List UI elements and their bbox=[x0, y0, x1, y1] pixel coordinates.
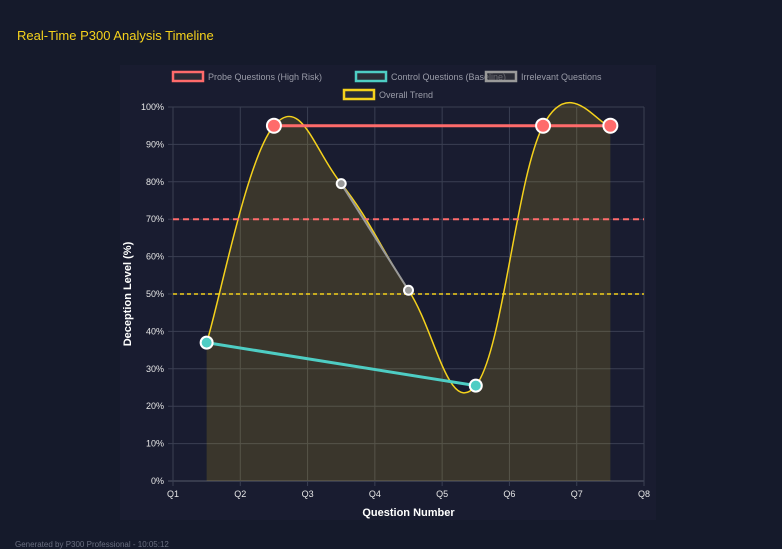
legend-swatch bbox=[354, 70, 388, 83]
y-tick-label: 100% bbox=[141, 102, 164, 112]
x-tick-label: Q4 bbox=[369, 489, 381, 499]
data-point bbox=[535, 117, 552, 134]
legend-label: Overall Trend bbox=[379, 90, 433, 100]
y-tick-label: 60% bbox=[146, 252, 164, 262]
data-point bbox=[468, 378, 483, 393]
legend-label: Irrelevant Questions bbox=[521, 72, 602, 82]
trend-line bbox=[205, 101, 611, 394]
legend-label: Probe Questions (High Risk) bbox=[208, 72, 322, 82]
legend-label: Control Questions (Baseline) bbox=[391, 72, 506, 82]
y-tick-label: 90% bbox=[146, 139, 164, 149]
y-tick-label: 10% bbox=[146, 439, 164, 449]
footer: Generated by P300 Professional - 10:05:1… bbox=[15, 540, 169, 549]
x-tick-label: Q2 bbox=[234, 489, 246, 499]
y-tick-label: 0% bbox=[151, 476, 164, 486]
data-point bbox=[602, 117, 619, 134]
y-tick-label: 40% bbox=[146, 326, 164, 336]
data-point bbox=[199, 335, 214, 350]
y-tick-label: 20% bbox=[146, 401, 164, 411]
x-tick-label: Q5 bbox=[436, 489, 448, 499]
y-tick-label: 70% bbox=[146, 214, 164, 224]
data-point bbox=[265, 117, 282, 134]
y-tick-label: 50% bbox=[146, 289, 164, 299]
series-line bbox=[206, 341, 477, 388]
y-tick-label: 30% bbox=[146, 364, 164, 374]
y-tick-label: 80% bbox=[146, 177, 164, 187]
data-point bbox=[403, 284, 414, 296]
x-tick-label: Q6 bbox=[503, 489, 515, 499]
data-point bbox=[335, 178, 347, 190]
chart-panel bbox=[120, 65, 656, 520]
y-axis-title: Deception Level (%) bbox=[122, 241, 134, 346]
legend-swatch bbox=[171, 70, 205, 83]
x-tick-label: Q1 bbox=[167, 489, 179, 499]
x-tick-label: Q3 bbox=[302, 489, 314, 499]
series-line bbox=[340, 183, 410, 291]
page-title: Real-Time P300 Analysis Timeline bbox=[17, 28, 214, 43]
x-axis-title: Question Number bbox=[362, 507, 455, 519]
legend-swatch bbox=[342, 88, 376, 101]
x-tick-label: Q8 bbox=[638, 489, 650, 499]
legend-swatch bbox=[484, 70, 518, 83]
x-tick-label: Q7 bbox=[571, 489, 583, 499]
